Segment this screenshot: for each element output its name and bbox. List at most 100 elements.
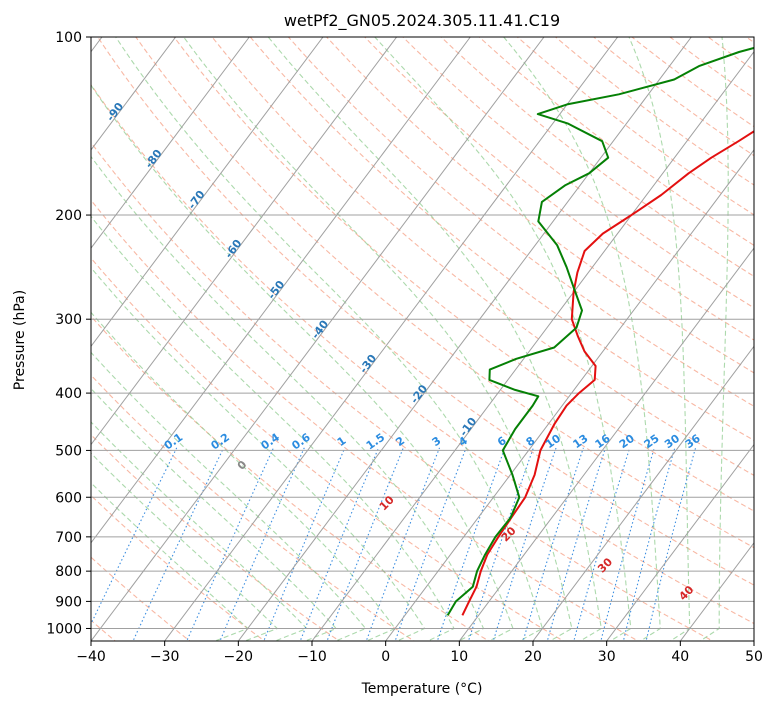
isotherm-line [385, 149, 754, 641]
moist-adiabat [183, 37, 573, 641]
mixing-ratio-line [186, 447, 274, 641]
mixing-ratio-label: 16 [593, 432, 613, 452]
mixing-ratio-line [436, 447, 506, 641]
mixing-ratio-label: 0.4 [259, 430, 283, 452]
moist-adiabat [91, 155, 485, 641]
mixing-ratio-label: 36 [683, 432, 703, 452]
moist-adiabat [91, 84, 514, 641]
dry-adiabat [669, 37, 754, 99]
dry-adiabat [135, 37, 754, 549]
x-axis: −40 −30 −20 −10 0 10 20 30 40 50 [76, 641, 763, 665]
moist-adiabat [91, 266, 426, 641]
x-tick-label: 0 [381, 649, 390, 665]
y-tick-label: 200 [55, 208, 82, 224]
y-tick-label: 500 [55, 443, 82, 459]
mixing-ratio-label: 1 [335, 434, 349, 449]
mixing-ratio-label: 1.5 [364, 431, 387, 453]
x-tick-label: 20 [524, 649, 542, 665]
y-tick-label: 1000 [46, 622, 82, 638]
moist-adiabat [374, 37, 632, 641]
moist-adiabat [699, 37, 729, 641]
mixing-ratio-label: 0.2 [209, 431, 232, 453]
y-tick-label: 800 [55, 564, 82, 580]
isotherm-line [91, 37, 471, 544]
isotherm-label: -40 [309, 317, 332, 341]
dry-adiabat [402, 37, 754, 309]
isotherm-line [91, 37, 545, 641]
isotherm-line [532, 345, 754, 641]
mixing-ratio-label: 0.6 [289, 430, 313, 452]
isotherm-label: -70 [185, 188, 208, 212]
mixing-ratio-line [600, 447, 655, 641]
temperature-profile-line [461, 130, 754, 616]
y-tick-label: 300 [55, 312, 82, 328]
dry-adiabat [97, 37, 754, 586]
y-tick-label: 600 [55, 490, 82, 506]
dry-adiabat [363, 37, 754, 341]
moist-adiabat [91, 311, 396, 641]
mixing-ratio-line [326, 447, 404, 641]
mixing-ratio-line [365, 447, 441, 641]
moist-adiabat [91, 452, 279, 641]
dry-adiabat [91, 374, 415, 641]
moist-adiabat [115, 37, 544, 641]
dry-adiabat [478, 37, 754, 247]
isotherm-label: -60 [222, 237, 245, 261]
dewpoint-profile-line [446, 46, 754, 616]
moist-adiabat-label: 40 [676, 583, 696, 603]
moist-adiabat [628, 37, 691, 641]
isotherm-label: -30 [357, 352, 380, 376]
isotherm-label: -50 [265, 278, 288, 302]
isotherm-line [606, 443, 754, 641]
dry-adiabat [707, 37, 754, 71]
isotherm-label: -90 [104, 100, 127, 124]
dry-adiabat [766, 24, 775, 644]
dry-adiabat [745, 37, 754, 44]
isotherm-line [311, 50, 754, 641]
isotherm-line [91, 37, 324, 348]
mixing-ratio-line [622, 447, 676, 641]
chart-title: wetPf2_GN05.2024.305.11.41.C19 [284, 11, 560, 31]
dry-adiabat [554, 37, 754, 186]
mixing-ratio-line [219, 447, 305, 641]
x-axis-label: Temperature (°C) [361, 681, 483, 697]
isotherm-line [237, 37, 692, 641]
dry-adiabat [630, 37, 754, 128]
y-tick-label: 100 [55, 30, 82, 46]
mixing-ratio-line [91, 447, 178, 626]
isotherm-line [91, 37, 250, 249]
isotherm-line [458, 247, 754, 641]
inline-labels: -100-90-80-70-60-50-40-30-20-100.1 0.2 0.4… [104, 100, 703, 603]
mixing-ratio-line [299, 447, 380, 641]
mixing-ratio-label: 10 [543, 432, 563, 452]
moist-adiabat [91, 482, 249, 641]
mixing-ratio-line [546, 447, 607, 641]
x-tick-label: −30 [150, 649, 180, 665]
x-tick-label: 30 [598, 649, 616, 665]
mixing-ratio-label: 20 [617, 432, 637, 452]
dry-adiabat [249, 37, 754, 442]
mixing-ratio-line [492, 447, 557, 641]
dry-adiabat [91, 494, 266, 641]
dry-adiabat [287, 37, 754, 407]
dry-adiabat [91, 257, 565, 641]
grid-lines [91, 37, 754, 641]
dry-adiabat [91, 315, 490, 641]
moist-adiabat [91, 351, 367, 641]
y-tick-label: 700 [55, 530, 82, 546]
moist-adiabat-label: 10 [377, 493, 397, 513]
x-tick-label: 10 [450, 649, 468, 665]
isotherm-line [164, 37, 619, 641]
y-tick-label: 900 [55, 594, 82, 610]
isotherm-label: -20 [408, 382, 431, 406]
mixing-ratio-line [573, 447, 631, 641]
mixing-ratio-label: 25 [642, 432, 662, 451]
x-tick-label: −20 [224, 649, 254, 665]
moist-adiabat [267, 37, 602, 641]
dry-adiabat [91, 141, 714, 641]
y-axis: 100 200 300 400 500 600 700 800 900 1000 [46, 30, 91, 638]
dry-adiabat [91, 556, 191, 641]
moist-adiabat-label: 30 [595, 555, 615, 575]
mixing-ratio-line [645, 447, 697, 641]
